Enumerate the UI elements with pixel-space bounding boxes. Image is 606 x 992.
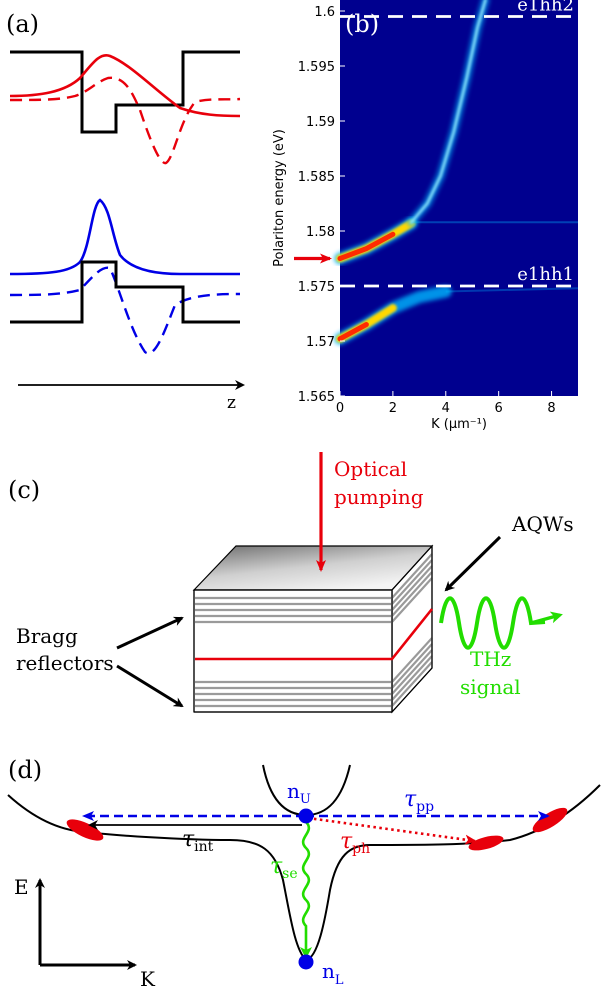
polariton-state-right-mid bbox=[468, 835, 504, 851]
panel-a: (a) z bbox=[6, 10, 245, 413]
x-tick-label: 4 bbox=[442, 401, 450, 416]
branch-middle-hot bbox=[337, 231, 396, 261]
branch-lower-tail bbox=[445, 287, 579, 293]
thz-label-line2: signal bbox=[460, 675, 521, 699]
reference-label-e1hh2: e1hh2 bbox=[517, 0, 574, 16]
thz-label-line1: THz bbox=[470, 647, 511, 671]
polariton-state-right bbox=[532, 807, 568, 833]
bragg-reflector-top bbox=[195, 553, 433, 624]
x-ticks: 0 2 4 6 8 bbox=[336, 391, 556, 416]
y-tick-label: 1.59 bbox=[306, 115, 335, 130]
branch-upper bbox=[406, 0, 490, 227]
y-tick-label: 1.57 bbox=[306, 335, 335, 350]
bragg-arrow-bottom bbox=[116, 664, 184, 708]
upper-state-node bbox=[298, 808, 314, 824]
panel-d-label: (d) bbox=[8, 756, 42, 784]
panel-a-label: (a) bbox=[6, 10, 39, 38]
bragg-arrow-top bbox=[116, 616, 184, 650]
cube-top-face bbox=[192, 545, 434, 591]
y-tick-label: 1.595 bbox=[298, 60, 335, 75]
conduction-band-potential bbox=[10, 50, 240, 134]
tau-se-label: τse bbox=[270, 854, 298, 882]
x-tick-label: 8 bbox=[547, 401, 555, 416]
reference-lines: e1hh1 e1hh2 bbox=[340, 0, 578, 288]
branch-lower-hot bbox=[337, 322, 369, 342]
energy-axis-label: E bbox=[14, 875, 29, 899]
blue-solid-wavefunction bbox=[9, 198, 240, 276]
tau-ph-label: τph bbox=[340, 829, 370, 857]
reference-label-e1hh1: e1hh1 bbox=[517, 264, 574, 285]
panel-d: (d) nU nL τpp τint τph τse E K bbox=[7, 756, 601, 991]
tau-int-label: τint bbox=[182, 827, 214, 855]
red-solid-wavefunction bbox=[9, 53, 241, 118]
x-tick-label: 2 bbox=[389, 401, 397, 416]
branch-upper-core bbox=[409, 0, 487, 224]
y-tick-label: 1.58 bbox=[306, 225, 335, 240]
nU-label: nU bbox=[287, 779, 311, 807]
x-tick-label: 6 bbox=[495, 401, 503, 416]
pump-label-line1: Optical bbox=[334, 457, 407, 481]
y-axis-label: Polariton energy (eV) bbox=[272, 129, 287, 267]
blue-dashed-wavefunction bbox=[9, 266, 241, 355]
tau-se-arrow bbox=[300, 821, 312, 959]
momentum-axis-label: K bbox=[140, 967, 156, 991]
aqw-label: AQWs bbox=[511, 512, 574, 536]
x-tick-label: 0 bbox=[336, 401, 344, 416]
branch-middle bbox=[334, 217, 578, 265]
aqw-layer bbox=[195, 608, 434, 661]
nL-label: nL bbox=[322, 959, 344, 988]
heatmap-background bbox=[340, 0, 578, 396]
upper-branch-dispersion bbox=[262, 764, 351, 817]
lower-state-node bbox=[298, 954, 314, 970]
y-tick-label: 1.575 bbox=[298, 280, 335, 295]
y-ticks: 1.565 1.57 1.575 1.58 1.585 1.59 1.595 1.6 bbox=[298, 5, 345, 405]
panel-b-label: (b) bbox=[345, 10, 379, 38]
thz-wave bbox=[439, 596, 546, 650]
cube-outline bbox=[194, 545, 433, 713]
branch-lower bbox=[334, 285, 579, 345]
thz-arrow bbox=[530, 611, 563, 625]
bragg-label-line2: reflectors bbox=[16, 651, 114, 675]
aqw-pointer-arrow bbox=[444, 535, 502, 592]
z-axis-label: z bbox=[227, 393, 236, 413]
red-dashed-wavefunction bbox=[9, 76, 241, 165]
y-tick-label: 1.6 bbox=[314, 5, 335, 20]
x-axis-label: K (μm⁻¹) bbox=[431, 417, 487, 432]
bragg-reflector-bottom bbox=[195, 637, 433, 708]
y-tick-label: 1.565 bbox=[298, 390, 335, 405]
y-tick-label: 1.585 bbox=[298, 170, 335, 185]
heatmap-branches bbox=[334, 0, 579, 345]
panel-c: (c) bbox=[8, 452, 574, 714]
bragg-label-line1: Bragg bbox=[16, 624, 78, 648]
polariton-state-left bbox=[66, 819, 104, 841]
valence-band-potential bbox=[10, 260, 240, 324]
panel-c-label: (c) bbox=[8, 476, 40, 504]
pump-label-line2: pumping bbox=[334, 485, 424, 509]
tau-pp-label: τpp bbox=[404, 787, 434, 815]
tau-ph-arrow bbox=[307, 816, 477, 845]
